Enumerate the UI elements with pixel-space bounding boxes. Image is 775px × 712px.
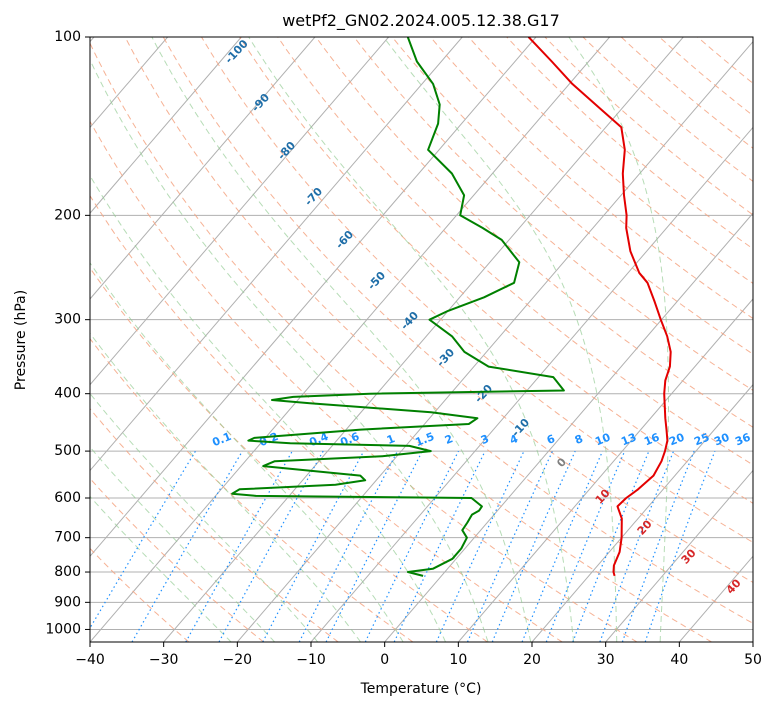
x-tick-label: 0 [380,652,389,668]
x-tick-label: 30 [597,652,615,668]
x-axis-label: Temperature (°C) [360,681,482,697]
y-tick-label: 100 [54,29,81,45]
x-tick-label: −20 [223,652,253,668]
y-tick-label: 600 [54,490,81,506]
y-tick-label: 500 [54,443,81,459]
x-tick-label: 20 [523,652,541,668]
y-tick-label: 200 [54,207,81,223]
x-tick-label: 40 [670,652,688,668]
x-tick-label: −40 [75,652,105,668]
x-tick-label: 10 [449,652,467,668]
x-tick-label: −30 [149,652,179,668]
y-tick-label: 700 [54,530,81,546]
y-tick-label: 800 [54,564,81,580]
x-tick-label: 50 [744,652,762,668]
x-tick-label: −10 [296,652,326,668]
y-axis-label: Pressure (hPa) [13,290,29,390]
y-tick-label: 300 [54,312,81,328]
y-tick-label: 1000 [45,621,81,637]
chart-title: wetPf2_GN02.2024.005.12.38.G17 [282,11,560,31]
y-tick-label: 400 [54,386,81,402]
y-tick-label: 900 [54,594,81,610]
